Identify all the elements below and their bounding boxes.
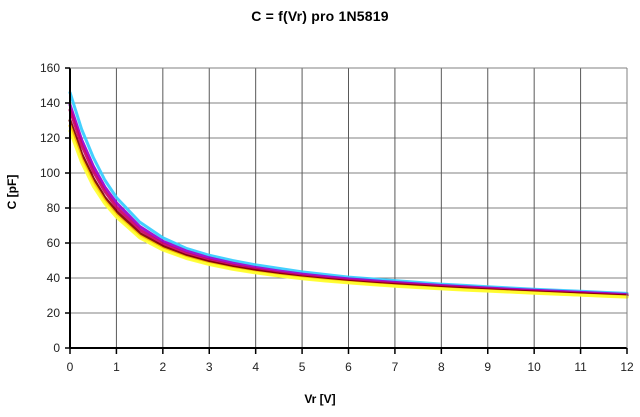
x-axis-tick-label: 1 xyxy=(113,360,120,374)
x-axis-tick-label: 4 xyxy=(252,360,259,374)
x-axis-tick-label: 10 xyxy=(527,360,541,374)
x-axis-tick-label: 12 xyxy=(620,360,634,374)
y-axis-tick-label: 60 xyxy=(47,236,61,250)
y-axis-tick-label: 0 xyxy=(53,341,60,355)
y-axis-tick-label: 80 xyxy=(47,201,61,215)
y-axis-tick-label: 100 xyxy=(40,166,60,180)
chart-title: C = f(Vr) pro 1N5819 xyxy=(251,8,389,24)
x-axis-tick-label: 6 xyxy=(345,360,352,374)
x-axis-tick-label: 0 xyxy=(67,360,74,374)
y-axis-title: C [pF] xyxy=(5,174,19,210)
series-line-sample-6 xyxy=(68,129,629,299)
y-axis-tick-label: 160 xyxy=(40,61,60,75)
x-axis-title: Vr [V] xyxy=(304,392,336,406)
x-axis-tick-label: 8 xyxy=(438,360,445,374)
y-axis-tick-label: 120 xyxy=(40,131,60,145)
x-axis-tick-label: 2 xyxy=(159,360,166,374)
y-axis-tick-label: 20 xyxy=(47,306,61,320)
x-axis-tick-label: 7 xyxy=(392,360,399,374)
x-axis-tick-label: 9 xyxy=(484,360,491,374)
x-axis-tick-label: 3 xyxy=(206,360,213,374)
y-axis-tick-label: 140 xyxy=(40,96,60,110)
x-axis-tick-label: 11 xyxy=(574,360,587,374)
x-axis-tick-label: 5 xyxy=(299,360,306,374)
y-axis-tick-label: 40 xyxy=(47,271,61,285)
